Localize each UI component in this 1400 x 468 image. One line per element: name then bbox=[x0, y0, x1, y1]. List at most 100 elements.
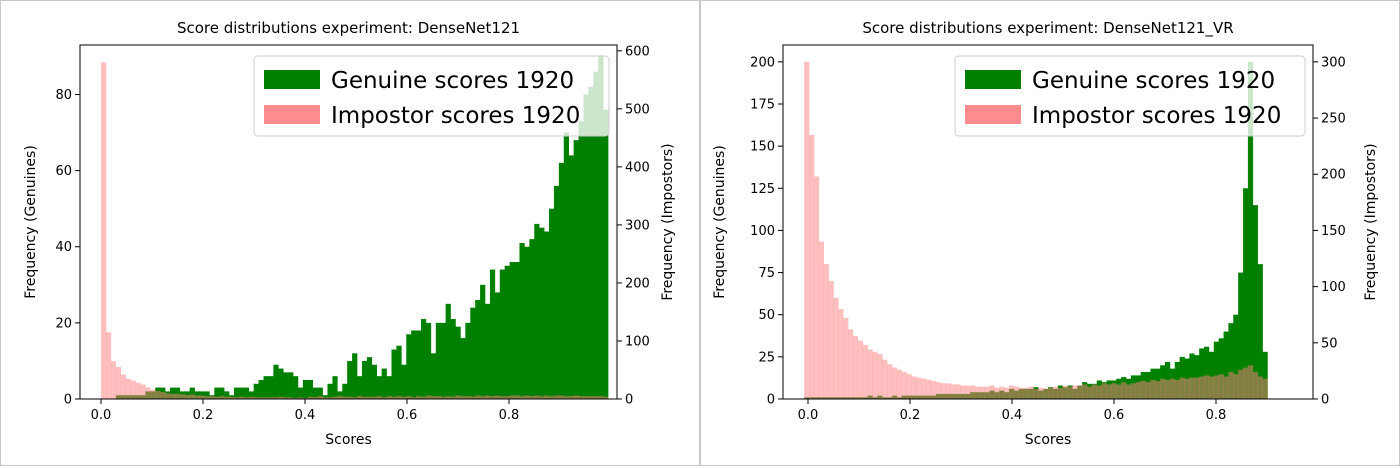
bar bbox=[317, 396, 323, 399]
bar bbox=[278, 396, 284, 399]
bar bbox=[401, 396, 407, 399]
y-tick-label: 200 bbox=[750, 55, 775, 70]
bar bbox=[1043, 388, 1049, 399]
bar bbox=[411, 397, 417, 399]
bar bbox=[435, 322, 442, 399]
bar bbox=[480, 396, 486, 399]
bar bbox=[529, 396, 535, 399]
bar bbox=[421, 319, 427, 399]
bar bbox=[445, 396, 451, 399]
series-2 bbox=[101, 62, 609, 399]
y-axis-label: Frequency (Genuines) bbox=[23, 145, 39, 299]
bar bbox=[357, 376, 363, 399]
bar bbox=[371, 396, 378, 399]
bar bbox=[214, 387, 220, 399]
bar bbox=[189, 394, 195, 399]
bar bbox=[1165, 379, 1171, 399]
bar bbox=[1048, 387, 1054, 399]
bar bbox=[347, 396, 353, 399]
bar bbox=[361, 396, 368, 399]
bar bbox=[593, 71, 599, 400]
legend-swatch bbox=[264, 70, 320, 89]
bar bbox=[430, 353, 437, 399]
bar bbox=[248, 396, 254, 399]
bar bbox=[1150, 379, 1156, 399]
y-right-tick-label: 200 bbox=[625, 276, 650, 291]
legend: Genuine scores 1920 Impostor scores 1920 bbox=[253, 55, 610, 137]
bar bbox=[524, 246, 530, 399]
bar bbox=[573, 395, 579, 399]
y-tick-label: 80 bbox=[55, 88, 72, 103]
bar bbox=[843, 318, 849, 399]
legend-swatch bbox=[264, 105, 320, 124]
bar bbox=[1199, 376, 1205, 399]
bar bbox=[105, 332, 112, 399]
chart-2: Score distributions experiment: DenseNet… bbox=[712, 19, 1379, 448]
bar bbox=[906, 374, 912, 399]
bar bbox=[583, 94, 589, 399]
bar bbox=[130, 380, 136, 399]
bar bbox=[1208, 351, 1215, 399]
chart-title: Score distributions experiment: DenseNet… bbox=[177, 19, 520, 37]
bar bbox=[1233, 314, 1239, 399]
bar bbox=[494, 292, 501, 399]
series-1 bbox=[115, 56, 609, 400]
bar bbox=[361, 360, 368, 399]
bar bbox=[337, 396, 343, 399]
bar bbox=[199, 395, 205, 399]
bar bbox=[950, 384, 956, 399]
bar bbox=[155, 390, 161, 399]
bar bbox=[317, 387, 323, 399]
bar bbox=[475, 300, 481, 399]
bar bbox=[519, 396, 525, 399]
bar bbox=[887, 364, 893, 399]
bar bbox=[135, 382, 141, 399]
bar bbox=[549, 208, 555, 399]
bar bbox=[485, 303, 491, 399]
bar bbox=[1072, 385, 1078, 399]
y-right-tick-label: 300 bbox=[625, 218, 650, 233]
bar bbox=[504, 265, 510, 399]
bar bbox=[1018, 387, 1024, 399]
bar bbox=[563, 396, 569, 399]
bar bbox=[376, 396, 382, 399]
bar bbox=[999, 386, 1005, 399]
bar bbox=[366, 396, 373, 399]
bar bbox=[1179, 377, 1185, 399]
y-tick-label: 0 bbox=[64, 393, 72, 408]
bar bbox=[465, 322, 471, 399]
bar bbox=[1213, 341, 1219, 399]
bar bbox=[243, 397, 250, 399]
bar bbox=[1194, 355, 1200, 399]
bar bbox=[969, 385, 976, 399]
bar bbox=[258, 397, 264, 399]
bar bbox=[322, 397, 328, 399]
bar bbox=[445, 303, 451, 399]
bar bbox=[430, 396, 437, 399]
bar bbox=[539, 396, 545, 399]
bar bbox=[529, 239, 535, 399]
bar bbox=[1194, 377, 1200, 399]
bar bbox=[342, 396, 348, 399]
bar bbox=[598, 396, 604, 399]
y-tick-label: 40 bbox=[55, 240, 72, 255]
bar bbox=[504, 396, 510, 399]
y-right-tick-label: 100 bbox=[625, 334, 650, 349]
bar bbox=[470, 396, 476, 399]
bar bbox=[425, 395, 432, 399]
bar bbox=[1082, 384, 1088, 399]
bar bbox=[489, 396, 496, 399]
bar bbox=[307, 379, 314, 399]
y-right-axis-label: Frequency (Impostors) bbox=[660, 143, 676, 300]
bar bbox=[519, 242, 525, 399]
bar bbox=[381, 397, 387, 399]
bar bbox=[406, 334, 412, 399]
legend-label: Impostor scores 1920 bbox=[331, 103, 580, 129]
y-tick-label: 150 bbox=[750, 140, 775, 155]
bar bbox=[283, 372, 289, 399]
bar bbox=[955, 384, 961, 399]
bar bbox=[391, 349, 397, 399]
bar bbox=[1238, 272, 1244, 399]
bar bbox=[455, 395, 461, 399]
bar bbox=[573, 140, 579, 399]
